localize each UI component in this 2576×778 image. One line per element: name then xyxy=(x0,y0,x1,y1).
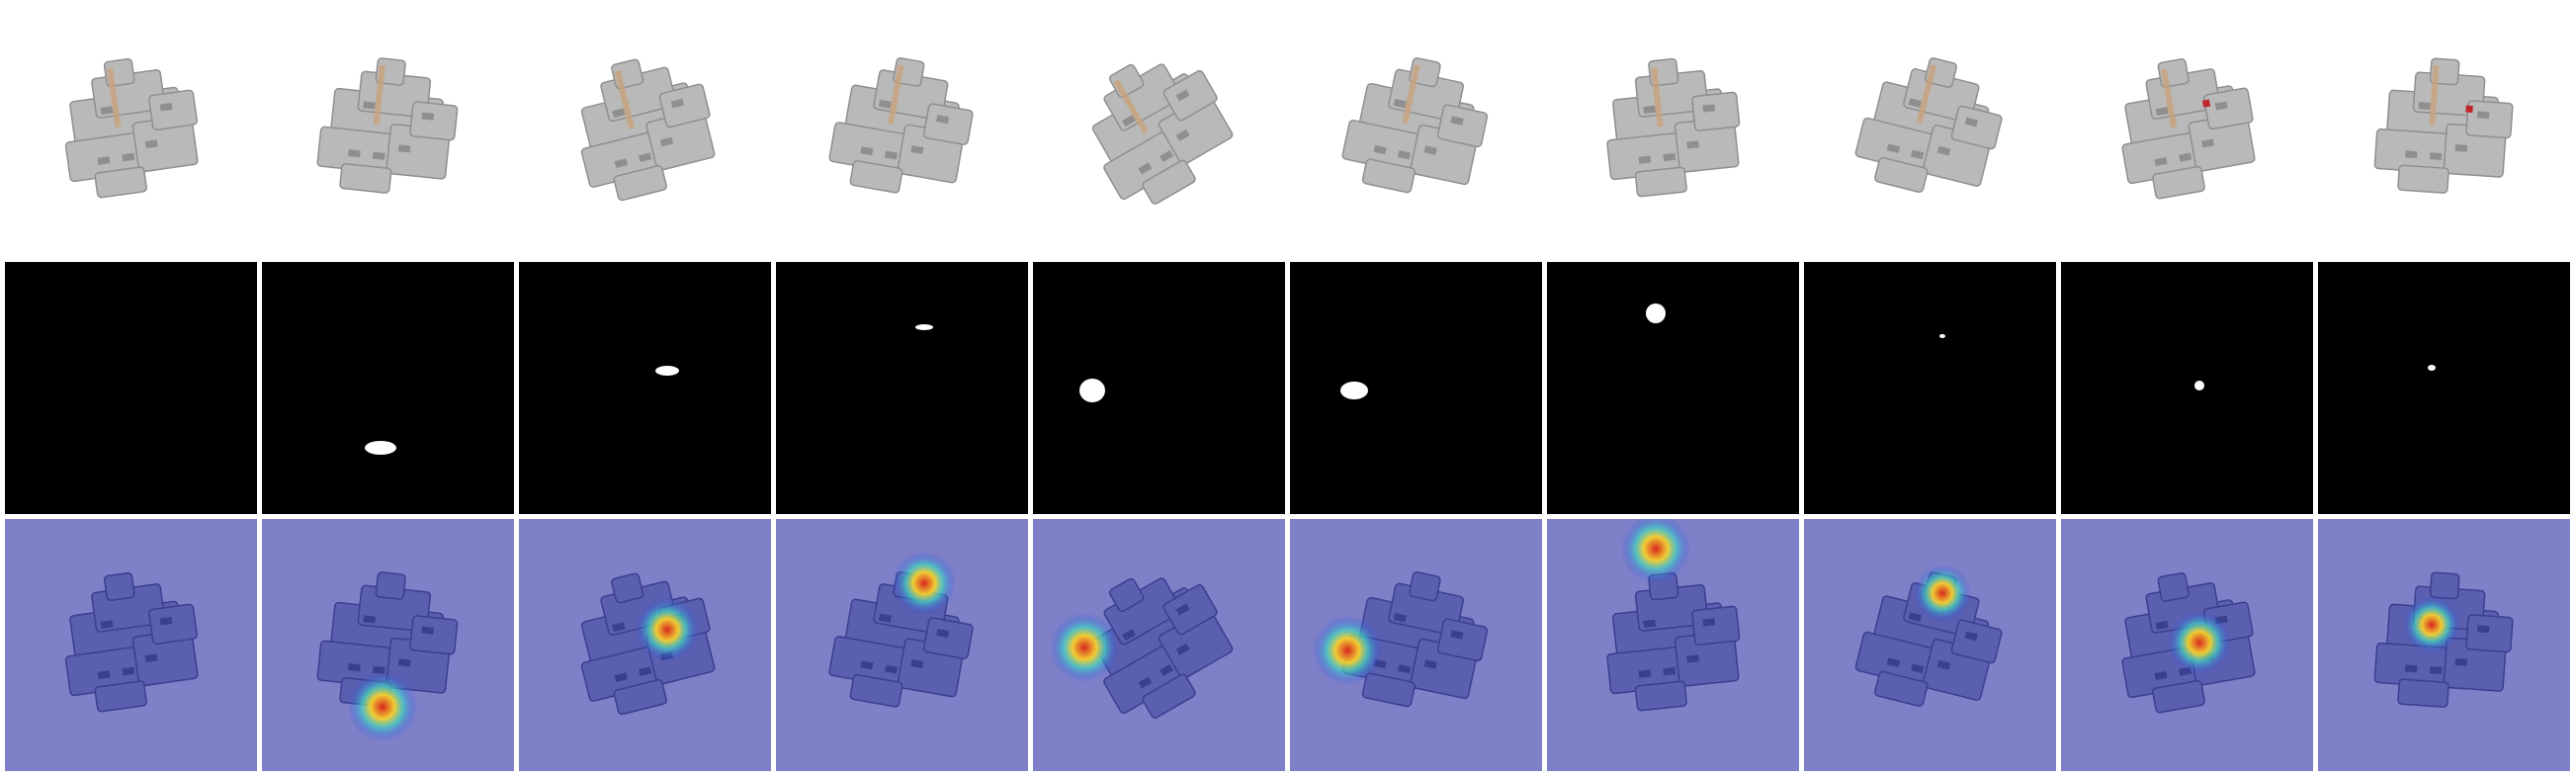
heat-spot xyxy=(893,552,956,615)
heat-spot xyxy=(1050,613,1119,682)
mask-tile-2 xyxy=(262,262,514,514)
heatmap-tile-2 xyxy=(262,519,514,771)
heatmap-tile-6 xyxy=(1290,519,1542,771)
heatmap-tile-7 xyxy=(1547,519,1799,771)
render-tile-1 xyxy=(5,5,257,257)
heatmap-tile-3 xyxy=(519,519,771,771)
heatmap-tile-1 xyxy=(5,519,257,771)
heatmap-tile-8 xyxy=(1804,519,2056,771)
render-tile-10 xyxy=(2318,5,2570,257)
render-tile-4 xyxy=(776,5,1028,257)
heatmap-tile-5 xyxy=(1033,519,1285,771)
mask-tile-4 xyxy=(776,262,1028,514)
mask-blob xyxy=(1646,303,1666,323)
heatmap-row xyxy=(0,519,2576,771)
mask-blob xyxy=(365,441,396,455)
mask-tile-6 xyxy=(1290,262,1542,514)
mask-blob xyxy=(2194,381,2204,390)
mask-tile-8 xyxy=(1804,262,2056,514)
mask-tile-9 xyxy=(2061,262,2313,514)
render-tile-5 xyxy=(1033,5,1285,257)
render-tile-3 xyxy=(519,5,771,257)
mask-tile-10 xyxy=(2318,262,2570,514)
heat-spot xyxy=(348,672,417,741)
heatmap-tile-9 xyxy=(2061,519,2313,771)
heat-spot xyxy=(1313,616,1382,685)
mask-blob xyxy=(1340,382,1368,399)
render-tile-2 xyxy=(262,5,514,257)
heat-spot xyxy=(636,598,699,661)
heatmap-tile-4 xyxy=(776,519,1028,771)
mask-tile-3 xyxy=(519,262,771,514)
mask-blob xyxy=(1079,379,1105,402)
heat-spot xyxy=(2403,596,2460,653)
mask-tile-7 xyxy=(1547,262,1799,514)
heat-spot xyxy=(1914,564,1971,622)
render-tile-9 xyxy=(2061,5,2313,257)
mask-blob xyxy=(2428,365,2436,371)
heatmap-tile-10 xyxy=(2318,519,2570,771)
render-tile-7 xyxy=(1547,5,1799,257)
render-row xyxy=(0,5,2576,257)
mask-tile-5 xyxy=(1033,262,1285,514)
heat-spot xyxy=(2168,611,2231,674)
render-tile-8 xyxy=(1804,5,2056,257)
mask-tile-1 xyxy=(5,262,257,514)
mask-blob xyxy=(915,324,933,330)
mask-blob xyxy=(655,366,679,376)
render-tile-6 xyxy=(1290,5,1542,257)
mask-row xyxy=(0,262,2576,514)
mask-blob xyxy=(1939,334,1945,338)
